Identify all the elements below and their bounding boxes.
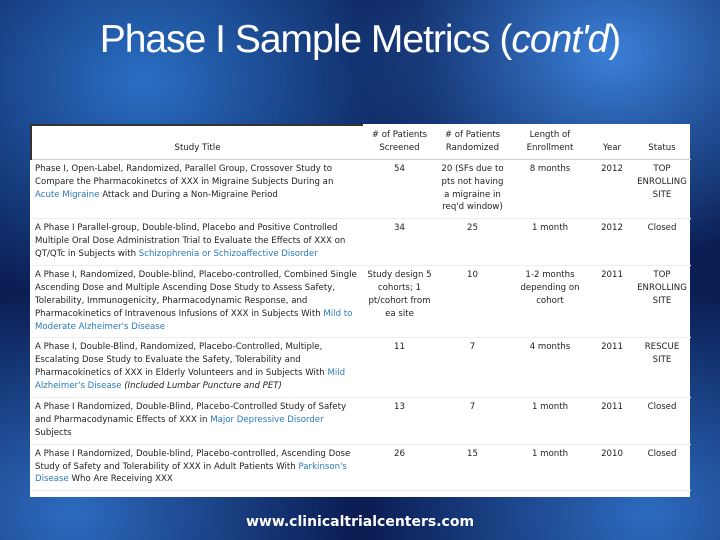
randomized-cell: 7: [436, 397, 509, 445]
randomized-cell: 10: [436, 265, 509, 339]
study-text: A Phase I, Double-Blind, Randomized, Pla…: [35, 342, 325, 379]
title-text: Phase I Sample Metrics (: [99, 18, 513, 61]
randomized-cell: 25: [436, 218, 509, 267]
disease-name: Major Depressive Disorder: [210, 414, 324, 425]
study-title-cell: A Phase I Randomized, Double-blind, Plac…: [31, 444, 363, 492]
study-title-cell: A Phase I, Double-Blind, Randomized, Pla…: [31, 337, 363, 399]
length-cell: 1-2 months depending on cohort: [509, 265, 591, 339]
table-row: A Phase I Randomized, Double-blind, Plac…: [31, 444, 691, 492]
year-cell: 2012: [591, 218, 633, 267]
table-row: A Phase I, Randomized, Double-blind, Pla…: [31, 265, 691, 339]
screened-cell: 34: [363, 218, 436, 267]
disease-name: Mild Alzheimer's Disease: [35, 368, 346, 392]
title-end: ): [608, 18, 621, 61]
status-cell: TOP ENROLLING SITE: [633, 265, 691, 339]
year-cell: 2010: [591, 444, 633, 492]
study-text: Who Are Receiving XXX: [71, 474, 173, 485]
study-title-cell: Phase I, Open-Label, Randomized, Paralle…: [31, 159, 363, 220]
study-text: Attack and During a Non-Migraine Period: [102, 189, 278, 200]
length-cell: 1 month: [509, 397, 591, 445]
study-text: A Phase I Randomized, Double-blind, Plac…: [35, 448, 351, 472]
column-header: Year: [591, 125, 633, 160]
randomized-cell: 7: [436, 337, 509, 399]
screened-cell: 54: [363, 159, 436, 220]
study-text: A Phase I Parallel-group, Double-blind, …: [35, 223, 346, 260]
table-row: A Phase I Parallel-group, Double-blind, …: [31, 218, 691, 267]
screened-cell: 13: [363, 397, 436, 445]
disease-name: Parkinson's Disease: [35, 461, 347, 485]
screened-cell: Study design 5 cohorts; 1 pt/cohort from…: [363, 265, 436, 339]
length-cell: 8 months: [509, 159, 591, 220]
table-row: A Phase I, Double-Blind, Randomized, Pla…: [31, 337, 691, 399]
column-header: Study Title: [30, 123, 363, 160]
slide-title: Phase I Sample Metrics (cont'd): [0, 18, 720, 62]
table-body: Phase I, Open-Label, Randomized, Paralle…: [31, 159, 691, 492]
column-header: # of Patients Screened: [363, 125, 436, 160]
column-header: Length of Enrollment: [509, 125, 591, 160]
column-header: Status: [633, 125, 691, 160]
length-cell: 4 months: [509, 337, 591, 399]
column-header: # of Patients Randomized: [436, 125, 509, 160]
disease-name: Mild to Moderate Alzheimer's Disease: [35, 308, 353, 332]
study-text: A Phase I Randomized, Double-Blind, Plac…: [35, 402, 347, 425]
disease-name: Acute Migraine: [35, 189, 100, 200]
length-cell: 1 month: [509, 444, 591, 492]
year-cell: 2011: [591, 397, 633, 445]
year-cell: 2011: [591, 265, 633, 339]
screened-cell: 11: [363, 337, 436, 399]
table-row: Phase I, Open-Label, Randomized, Paralle…: [31, 159, 691, 220]
study-title-cell: A Phase I Randomized, Double-Blind, Plac…: [31, 397, 363, 445]
footer-url: www.clinicaltrialcenters.com: [245, 514, 475, 530]
length-cell: 1 month: [509, 218, 591, 267]
metrics-table: Study Title # of Patients Screened # of Pa…: [30, 123, 691, 492]
status-cell: Closed: [633, 218, 691, 267]
status-cell: RESCUE SITE: [633, 337, 691, 399]
status-cell: TOP ENROLLING SITE: [633, 159, 691, 220]
study-title-cell: A Phase I, Randomized, Double-blind, Pla…: [31, 265, 363, 339]
randomized-cell: 20 (SFs due to pts not having a migraine…: [436, 159, 509, 220]
table-row: A Phase I Randomized, Double-Blind, Plac…: [31, 397, 691, 445]
study-text: A Phase I, Randomized, Double-blind, Pla…: [35, 270, 357, 319]
table-panel: Study Title # of Patients Screened # of Pa…: [30, 123, 691, 497]
status-cell: Closed: [633, 397, 691, 445]
header-row: Study Title # of Patients Screened # of Pa…: [30, 123, 691, 160]
study-text: Subjects: [35, 427, 72, 438]
study-title-cell: A Phase I Parallel-group, Double-blind, …: [31, 218, 363, 267]
study-text: Phase I, Open-Label, Randomized, Paralle…: [35, 163, 334, 187]
screened-cell: 26: [363, 444, 436, 492]
study-note: (Included Lumbar Puncture and PET): [124, 381, 282, 392]
status-cell: Closed: [633, 444, 691, 492]
year-cell: 2012: [591, 159, 633, 220]
disease-name: Schizophrenia or Schizoaffective Disorde…: [138, 249, 318, 260]
title-italic: cont'd: [511, 18, 609, 61]
randomized-cell: 15: [436, 444, 509, 492]
year-cell: 2011: [591, 337, 633, 399]
